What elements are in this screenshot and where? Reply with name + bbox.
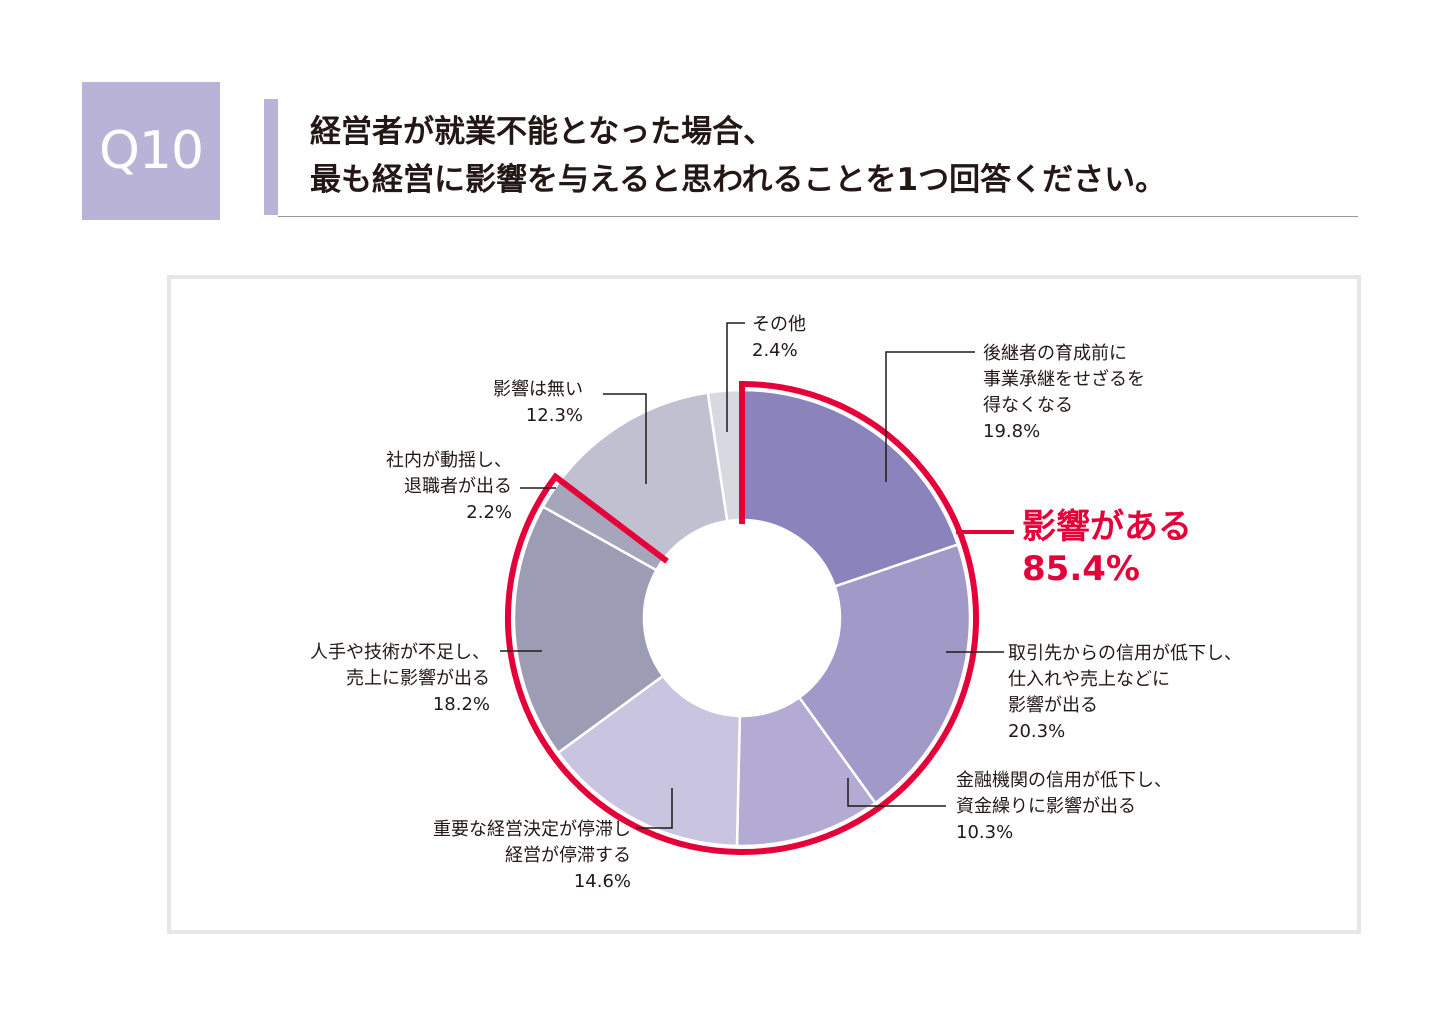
title-divider	[278, 216, 1358, 217]
donut-slice-3	[556, 674, 742, 848]
slice-value-3: 14.6%	[574, 871, 631, 892]
slice-value-0: 19.8%	[983, 421, 1040, 442]
slice-label-2-0: 金融機関の信用が低下し、	[956, 770, 1172, 791]
donut-slice-4	[512, 504, 665, 755]
leader-line-7	[726, 322, 745, 432]
slice-label-7-0: その他	[752, 314, 806, 335]
donut-slice-0	[740, 388, 960, 589]
title-line-2: 最も経営に影響を与えると思われることを1つ回答ください。	[310, 162, 1167, 198]
slice-label-3-0: 重要な経営決定が停滞し	[433, 819, 631, 840]
slice-value-7: 2.4%	[752, 340, 798, 361]
leader-line-2	[847, 778, 946, 807]
slice-label-2-1: 資金繰りに影響が出る	[956, 796, 1136, 817]
slice-label-0-1: 事業承継をせざるを	[983, 368, 1145, 390]
slice-value-6: 12.3%	[526, 405, 583, 426]
question-number: Q10	[98, 121, 204, 181]
slice-label-6-0: 影響は無い	[493, 379, 583, 400]
slice-label-0-2: 得なくなる	[983, 395, 1073, 416]
slice-label-5-1: 退職者が出る	[404, 476, 512, 497]
highlight-value: 85.4%	[1022, 549, 1140, 589]
slice-value-1: 20.3%	[1008, 721, 1065, 742]
slice-label-1-1: 仕入れや売上などに	[1008, 669, 1170, 690]
slice-label-1-0: 取引先からの信用が低下し、	[1008, 643, 1242, 664]
highlight-label: 影響がある	[1022, 507, 1192, 547]
page-title: 経営者が就業不能となった場合、 最も経営に影響を与えると思われることを1つ回答く…	[310, 108, 1166, 204]
title-line-1: 経営者が就業不能となった場合、	[310, 114, 775, 150]
slice-value-4: 18.2%	[433, 694, 490, 715]
question-badge: Q10	[82, 82, 220, 220]
leader-line-3	[636, 788, 673, 829]
slice-label-4-0: 人手や技術が不足し、	[310, 642, 490, 663]
donut-slices	[512, 388, 972, 848]
highlight-outline	[505, 380, 979, 855]
donut-slice-1	[797, 542, 972, 805]
slice-label-3-1: 経営が停滞する	[505, 845, 631, 866]
slice-label-1-2: 影響が出る	[1008, 695, 1098, 716]
slice-label-0-0: 後継者の育成前に	[983, 343, 1127, 364]
slice-value-2: 10.3%	[956, 822, 1013, 843]
slice-label-4-1: 売上に影響が出る	[346, 668, 490, 689]
leader-line-6	[603, 393, 647, 484]
title-accent-bar	[264, 99, 278, 215]
slice-value-5: 2.2%	[466, 502, 512, 523]
slice-label-5-0: 社内が動揺し、	[386, 450, 512, 471]
leader-line-0	[885, 351, 975, 482]
